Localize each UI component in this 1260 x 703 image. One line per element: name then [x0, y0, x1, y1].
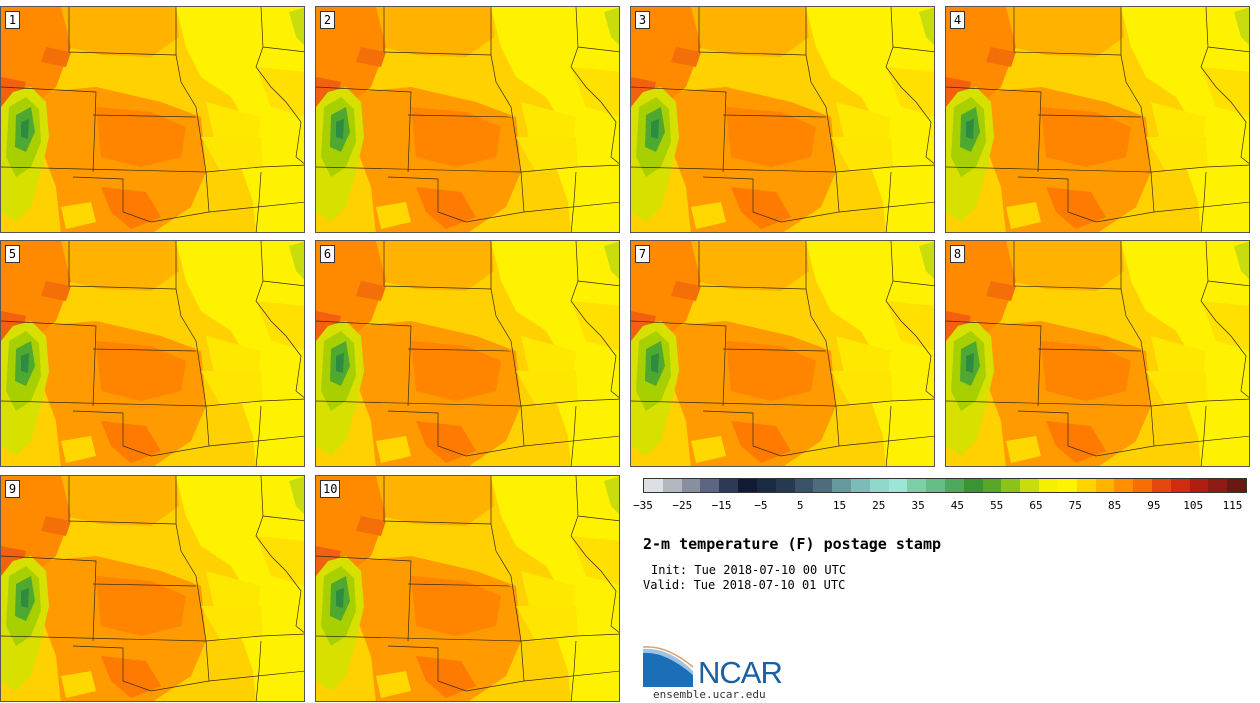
colorbar-swatch — [1208, 479, 1228, 492]
member-number-label: 8 — [950, 245, 965, 263]
colorbar-tick-label: 65 — [1029, 499, 1043, 512]
ncar-logo: NCAR ensemble.ucar.edu — [643, 645, 793, 703]
temperature-map — [316, 7, 620, 233]
colorbar-tick-label: 95 — [1147, 499, 1161, 512]
colorbar-tick-label: −15 — [711, 499, 732, 512]
ensemble-member-panel-5: 5 — [0, 240, 305, 467]
colorbar-ticks: −35 −25 −15 −5 5 15 25 35 45 55 65 75 85 95 105 115 — [633, 499, 1247, 515]
colorbar-tick-label: −25 — [672, 499, 693, 512]
member-number-label: 9 — [5, 480, 20, 498]
member-number-label: 3 — [635, 11, 650, 29]
temperature-map — [1, 7, 305, 233]
ensemble-member-panel-4: 4 — [945, 6, 1250, 233]
colorbar-swatch — [907, 479, 927, 492]
colorbar-swatch — [1170, 479, 1190, 492]
member-number-label: 10 — [320, 480, 341, 498]
colorbar-swatch — [982, 479, 1002, 492]
member-number-label: 2 — [320, 11, 335, 29]
colorbar-swatch — [644, 479, 663, 492]
ensemble-member-panel-8: 8 — [945, 240, 1250, 467]
colorbar-tick-label: 85 — [1107, 499, 1122, 512]
ncar-swoosh-icon — [643, 646, 694, 687]
colorbar-swatch — [1114, 479, 1134, 492]
colorbar-swatch — [662, 479, 682, 492]
colorbar-swatch — [888, 479, 908, 492]
ensemble-member-panel-7: 7 — [630, 240, 935, 467]
member-number-label: 7 — [635, 245, 650, 263]
colorbar-swatch — [1133, 479, 1152, 492]
colorbar-swatch — [1039, 479, 1058, 492]
colorbar-tick-label: −5 — [754, 499, 768, 512]
colorbar-swatch — [1020, 479, 1040, 492]
member-number-label: 4 — [950, 11, 965, 29]
colorbar-tick-label: 25 — [872, 499, 886, 512]
colorbar-swatch — [775, 479, 795, 492]
colorbar-swatch — [738, 479, 757, 492]
colorbar-swatch — [1057, 479, 1077, 492]
colorbar-tick-label: 55 — [990, 499, 1004, 512]
colorbar-tick-label: 45 — [950, 499, 965, 512]
colorbar-tick-label: 35 — [911, 499, 925, 512]
ensemble-member-panel-1: 1 — [0, 6, 305, 233]
init-time: Init: Tue 2018-07-10 00 UTC — [651, 563, 847, 577]
colorbar-swatch — [1076, 479, 1096, 492]
temperature-map — [631, 241, 935, 467]
temperature-map — [946, 7, 1250, 233]
temperature-map — [1, 476, 305, 702]
ensemble-member-panel-2: 2 — [315, 6, 620, 233]
temperature-map — [1, 241, 305, 467]
colorbar-swatch — [1227, 479, 1246, 492]
colorbar-tick-label: 15 — [832, 499, 847, 512]
temperature-map — [316, 476, 620, 702]
ensemble-member-panel-9: 9 — [0, 475, 305, 702]
colorbar-swatch — [926, 479, 945, 492]
member-number-label: 6 — [320, 245, 335, 263]
ensemble-member-panel-6: 6 — [315, 240, 620, 467]
colorbar-swatches — [643, 478, 1247, 493]
ensemble-member-panel-3: 3 — [630, 6, 935, 233]
colorbar-swatch — [850, 479, 870, 492]
colorbar-tick-label: −35 — [633, 499, 653, 512]
member-number-label: 1 — [5, 11, 20, 29]
colorbar-swatch — [1189, 479, 1209, 492]
colorbar-swatch — [794, 479, 814, 492]
logo-wordmark: NCAR — [698, 655, 783, 690]
logo-url: ensemble.ucar.edu — [653, 688, 766, 701]
colorbar-swatch — [813, 479, 833, 492]
colorbar-swatch — [945, 479, 964, 492]
temperature-map — [946, 241, 1250, 467]
colorbar-swatch — [869, 479, 889, 492]
chart-title: 2-m temperature (F) postage stamp — [643, 535, 942, 553]
temperature-map — [631, 7, 935, 233]
colorbar-swatch — [756, 479, 776, 492]
valid-time: Valid: Tue 2018-07-10 01 UTC — [643, 578, 846, 592]
colorbar-swatch — [1095, 479, 1115, 492]
member-number-label: 5 — [5, 245, 20, 263]
colorbar-swatch — [719, 479, 739, 492]
colorbar-tick-label: 75 — [1068, 499, 1082, 512]
temperature-map — [316, 241, 620, 467]
colorbar-swatch — [1001, 479, 1021, 492]
colorbar-swatch — [700, 479, 720, 492]
temperature-colorbar: −35 −25 −15 −5 5 15 25 35 45 55 65 75 85 95 105 115 — [633, 478, 1247, 518]
colorbar-tick-label: 105 — [1183, 499, 1204, 512]
colorbar-swatch — [963, 479, 983, 492]
colorbar-swatch — [832, 479, 851, 492]
colorbar-swatch — [681, 479, 701, 492]
colorbar-tick-label: 5 — [796, 499, 804, 512]
colorbar-swatch — [1151, 479, 1171, 492]
ensemble-member-panel-10: 10 — [315, 475, 620, 702]
colorbar-tick-label: 115 — [1222, 499, 1243, 512]
